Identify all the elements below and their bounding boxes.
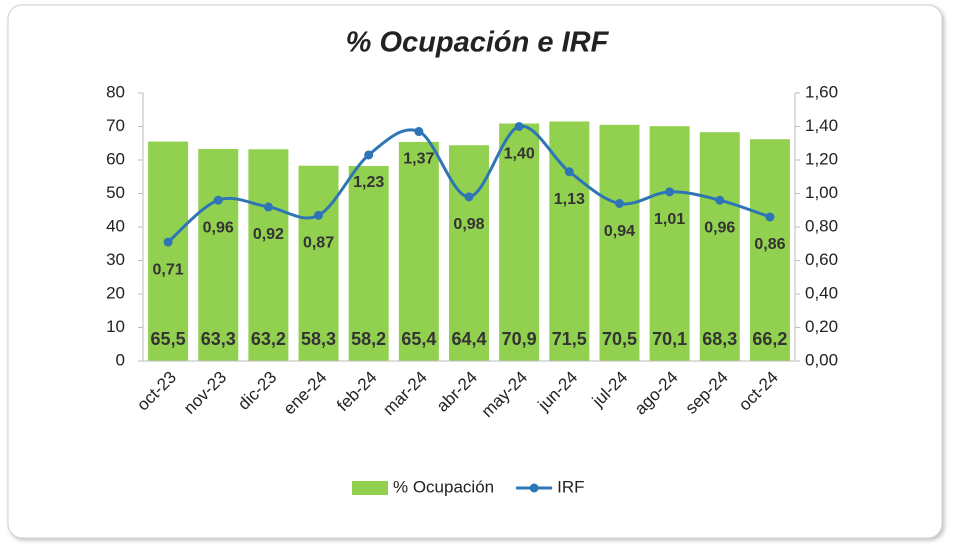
y-tick-label: 80 xyxy=(106,82,125,101)
bar-value-label: 68,3 xyxy=(702,329,737,349)
bar xyxy=(298,165,339,361)
bar-value-label: 58,3 xyxy=(301,329,336,349)
bar xyxy=(248,149,289,361)
bar xyxy=(348,166,389,361)
bar-value-label: 71,5 xyxy=(552,329,587,349)
line-marker xyxy=(213,195,223,205)
line-marker xyxy=(414,127,424,137)
y-tick-label: 30 xyxy=(106,250,125,269)
legend-label: % Ocupación xyxy=(393,477,494,496)
bar xyxy=(398,141,439,361)
bar-value-label: 64,4 xyxy=(451,329,486,349)
bar xyxy=(198,148,239,361)
bar-value-label: 65,5 xyxy=(151,329,186,349)
bar-value-label: 70,5 xyxy=(602,329,637,349)
bar xyxy=(599,124,640,361)
line-value-label: 0,71 xyxy=(153,261,184,278)
y2-tick-label: 0,20 xyxy=(805,317,838,336)
line-value-label: 0,96 xyxy=(704,219,735,236)
y-tick-label: 10 xyxy=(106,317,125,336)
line-value-label: 0,98 xyxy=(453,216,484,233)
y2-tick-label: 0,60 xyxy=(805,250,838,269)
legend-swatch xyxy=(352,481,388,495)
bar-value-label: 66,2 xyxy=(752,329,787,349)
bar-value-label: 70,1 xyxy=(652,329,687,349)
y-tick-label: 70 xyxy=(106,116,125,135)
legend-swatch xyxy=(529,483,539,493)
y2-tick-label: 1,20 xyxy=(805,149,838,168)
line-value-label: 1,13 xyxy=(554,191,585,208)
line-value-label: 0,92 xyxy=(253,226,284,243)
line-value-label: 1,01 xyxy=(654,211,685,228)
bar-value-label: 63,2 xyxy=(251,329,286,349)
bar xyxy=(549,121,590,361)
line-value-label: 0,96 xyxy=(203,219,234,236)
y2-tick-label: 1,40 xyxy=(805,116,838,135)
line-marker xyxy=(715,195,725,205)
y-tick-label: 20 xyxy=(106,283,125,302)
bar xyxy=(449,145,489,361)
y2-tick-label: 0,00 xyxy=(805,350,838,369)
line-value-label: 0,87 xyxy=(303,234,334,251)
y2-tick-label: 0,40 xyxy=(805,283,838,302)
y-tick-label: 50 xyxy=(106,183,125,202)
line-marker xyxy=(314,210,324,220)
y2-tick-label: 1,00 xyxy=(805,183,838,202)
chart-title: % Ocupación e IRF xyxy=(346,27,610,59)
bar-value-label: 70,9 xyxy=(502,329,537,349)
line-value-label: 1,23 xyxy=(353,174,384,191)
y2-tick-label: 1,60 xyxy=(805,82,838,101)
bar xyxy=(148,141,189,361)
line-marker xyxy=(765,212,775,222)
line-marker xyxy=(464,192,474,202)
legend-label: IRF xyxy=(557,477,584,496)
bar-value-label: 65,4 xyxy=(401,329,436,349)
line-marker xyxy=(263,202,273,212)
line-value-label: 0,86 xyxy=(754,236,785,253)
line-value-label: 1,40 xyxy=(504,146,535,163)
line-marker xyxy=(364,150,374,160)
bar xyxy=(749,139,790,361)
bar-value-label: 58,2 xyxy=(351,329,386,349)
line-value-label: 0,94 xyxy=(604,223,635,240)
bar xyxy=(649,126,690,361)
line-value-label: 1,37 xyxy=(403,151,434,168)
bar xyxy=(699,132,740,361)
line-marker xyxy=(514,122,524,131)
y-tick-label: 0 xyxy=(116,350,125,369)
y2-tick-label: 0,80 xyxy=(805,216,838,235)
line-marker xyxy=(163,237,173,247)
bar-value-label: 63,3 xyxy=(201,329,236,349)
line-marker xyxy=(614,199,624,209)
line-marker xyxy=(564,167,574,177)
y-tick-label: 40 xyxy=(106,216,125,235)
bar xyxy=(499,123,540,361)
line-marker xyxy=(665,187,675,197)
y-tick-label: 60 xyxy=(106,149,125,168)
